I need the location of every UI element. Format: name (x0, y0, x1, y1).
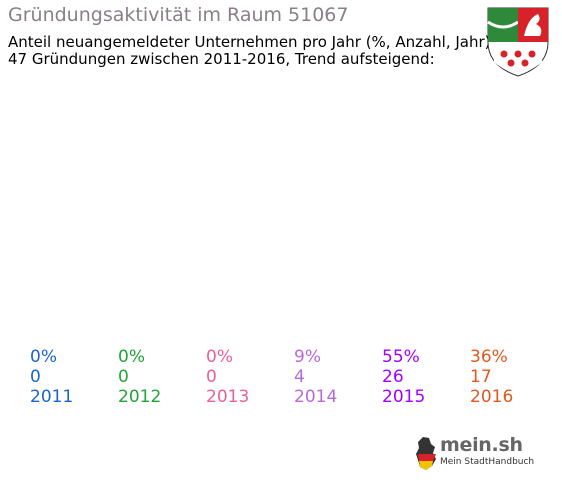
count-label-2012: 0 (118, 367, 129, 387)
nrw-coat-of-arms-icon (487, 7, 549, 77)
percent-label-2014: 9% (294, 347, 321, 367)
count-label-2015: 26 (382, 367, 404, 387)
percent-label-2016: 36% (470, 347, 508, 367)
count-label-2013: 0 (206, 367, 217, 387)
chart-subtitle: Anteil neuangemeldeter Unternehmen pro J… (8, 34, 491, 68)
chart-title: Gründungsaktivität im Raum 51067 (8, 4, 349, 26)
brand-tagline: Mein StadtHandbuch (440, 457, 535, 467)
germany-map-icon (416, 437, 436, 470)
count-label-2011: 0 (30, 367, 41, 387)
brand-name: mein.sh (440, 434, 523, 456)
year-label-2013: 2013 (206, 387, 250, 407)
percent-label-2013: 0% (206, 347, 233, 367)
percent-label-2015: 55% (382, 347, 420, 367)
year-label-2012: 2012 (118, 387, 162, 407)
year-label-2015: 2015 (382, 387, 426, 407)
year-label-2014: 2014 (294, 387, 338, 407)
subtitle-line-1: Anteil neuangemeldeter Unternehmen pro J… (8, 33, 491, 51)
subtitle-line-2: 47 Gründungen zwischen 2011-2016, Trend … (8, 50, 435, 68)
count-label-2014: 4 (294, 367, 305, 387)
percent-label-2012: 0% (118, 347, 145, 367)
percent-label-2011: 0% (30, 347, 57, 367)
year-label-2016: 2016 (470, 387, 514, 407)
year-label-2011: 2011 (30, 387, 74, 407)
count-label-2016: 17 (470, 367, 492, 387)
brand-logo: mein.sh Mein StadtHandbuch (412, 432, 534, 476)
